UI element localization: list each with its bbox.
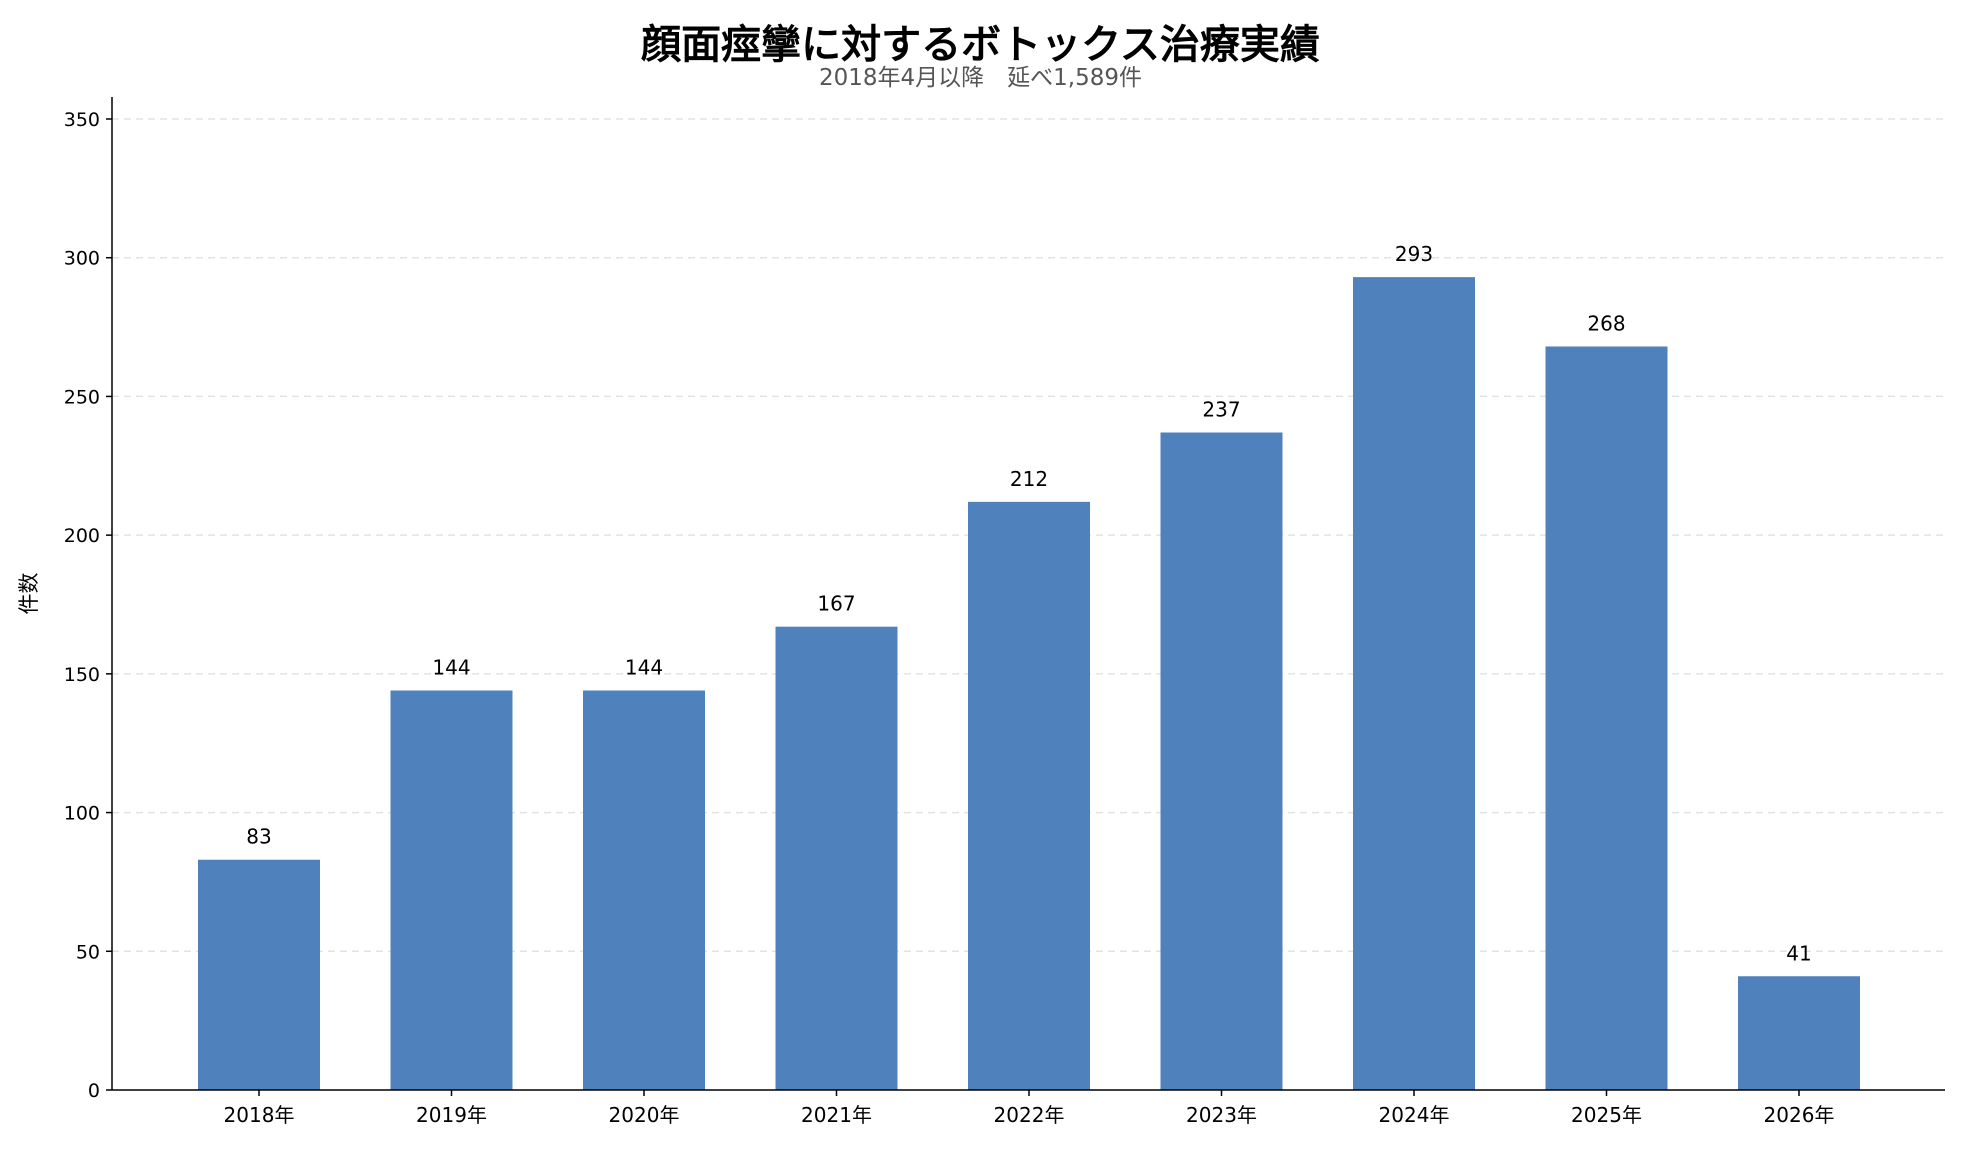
- data-label: 212: [1010, 467, 1048, 491]
- x-tick-label: 2019年: [416, 1103, 487, 1127]
- x-tick-label: 2026年: [1764, 1103, 1835, 1127]
- y-tick-label: 300: [64, 248, 100, 270]
- data-label: 167: [817, 592, 855, 616]
- y-tick-label: 150: [64, 664, 100, 686]
- bar-2021年: [775, 626, 898, 1090]
- data-label: 144: [625, 656, 663, 680]
- chart-subtitle: 2018年4月以降 延べ1,589件: [818, 65, 1142, 91]
- bar-2026年: [1738, 976, 1860, 1090]
- y-tick-label: 0: [88, 1080, 100, 1102]
- data-label: 293: [1395, 242, 1433, 266]
- bar-2019年: [390, 690, 513, 1090]
- x-tick-label: 2018年: [224, 1103, 295, 1127]
- bar-2022年: [968, 501, 1090, 1090]
- data-label: 237: [1202, 397, 1240, 421]
- chart-title: 顔面痙攣に対するボトックス治療実績: [641, 22, 1320, 68]
- data-label: 268: [1587, 311, 1625, 335]
- data-label: 83: [246, 825, 271, 849]
- y-tick-label: 250: [64, 386, 100, 408]
- x-tick-label: 2024年: [1379, 1103, 1450, 1127]
- bar-2025年: [1545, 346, 1668, 1090]
- data-label: 41: [1786, 941, 1811, 965]
- x-tick-label: 2025年: [1571, 1103, 1642, 1127]
- bar-2024年: [1353, 277, 1475, 1090]
- data-label: 144: [432, 656, 470, 680]
- x-tick-label: 2022年: [994, 1103, 1065, 1127]
- bar-2018年: [198, 859, 320, 1090]
- y-tick-label: 50: [76, 941, 100, 963]
- bar-2023年: [1160, 432, 1283, 1091]
- y-tick-label: 350: [64, 109, 100, 131]
- y-tick-label: 100: [64, 803, 100, 825]
- x-tick-label: 2023年: [1186, 1103, 1257, 1127]
- x-tick-label: 2021年: [801, 1103, 872, 1127]
- y-axis-label: 件数: [17, 573, 41, 615]
- bar-2020年: [583, 690, 705, 1090]
- y-tick-label: 200: [64, 525, 100, 547]
- x-tick-label: 2020年: [609, 1103, 680, 1127]
